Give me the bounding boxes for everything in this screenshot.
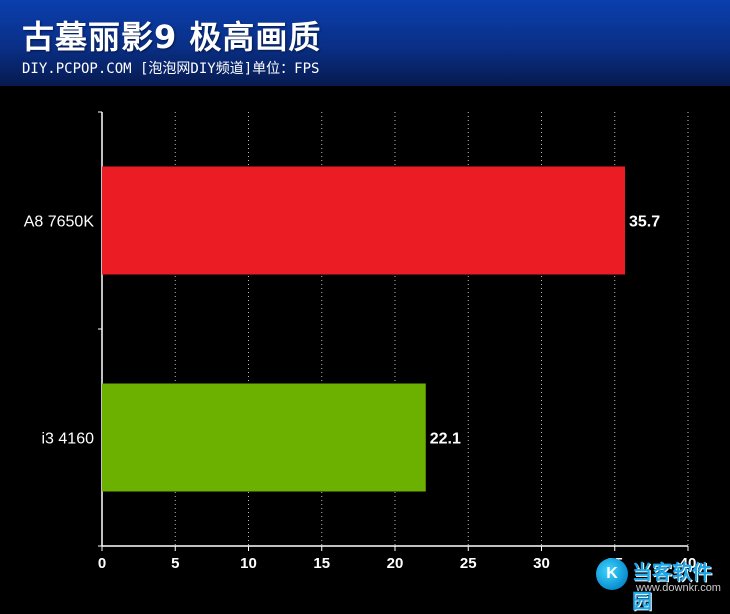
x-tick-label: 25: [460, 555, 477, 572]
watermark-logo-icon: K: [596, 558, 628, 590]
chart-subtitle: DIY.PCPOP.COM [泡泡网DIY频道]单位：FPS: [22, 61, 320, 77]
x-tick-label: 5: [171, 555, 179, 572]
category-label: i3 4160: [42, 431, 95, 448]
category-label: A8 7650K: [24, 214, 95, 231]
x-tick-label: 20: [387, 555, 404, 572]
bar: [102, 383, 426, 492]
bar: [102, 166, 626, 275]
x-tick-label: 30: [533, 555, 550, 572]
data-label: 35.7: [629, 214, 660, 231]
watermark: K 当客软件园 www.downkr.com: [596, 554, 730, 613]
chart-header: 古墓丽影9 极高画质 DIY.PCPOP.COM [泡泡网DIY频道]单位：FP…: [0, 0, 730, 86]
data-label: 22.1: [430, 431, 461, 448]
x-tick-label: 15: [313, 555, 330, 572]
watermark-url: www.downkr.com: [636, 582, 721, 594]
x-tick-label: 10: [240, 555, 257, 572]
x-tick-label: 0: [98, 555, 106, 572]
chart-title: 古墓丽影9 极高画质: [22, 18, 322, 56]
x-tick-label: 40: [680, 555, 697, 572]
